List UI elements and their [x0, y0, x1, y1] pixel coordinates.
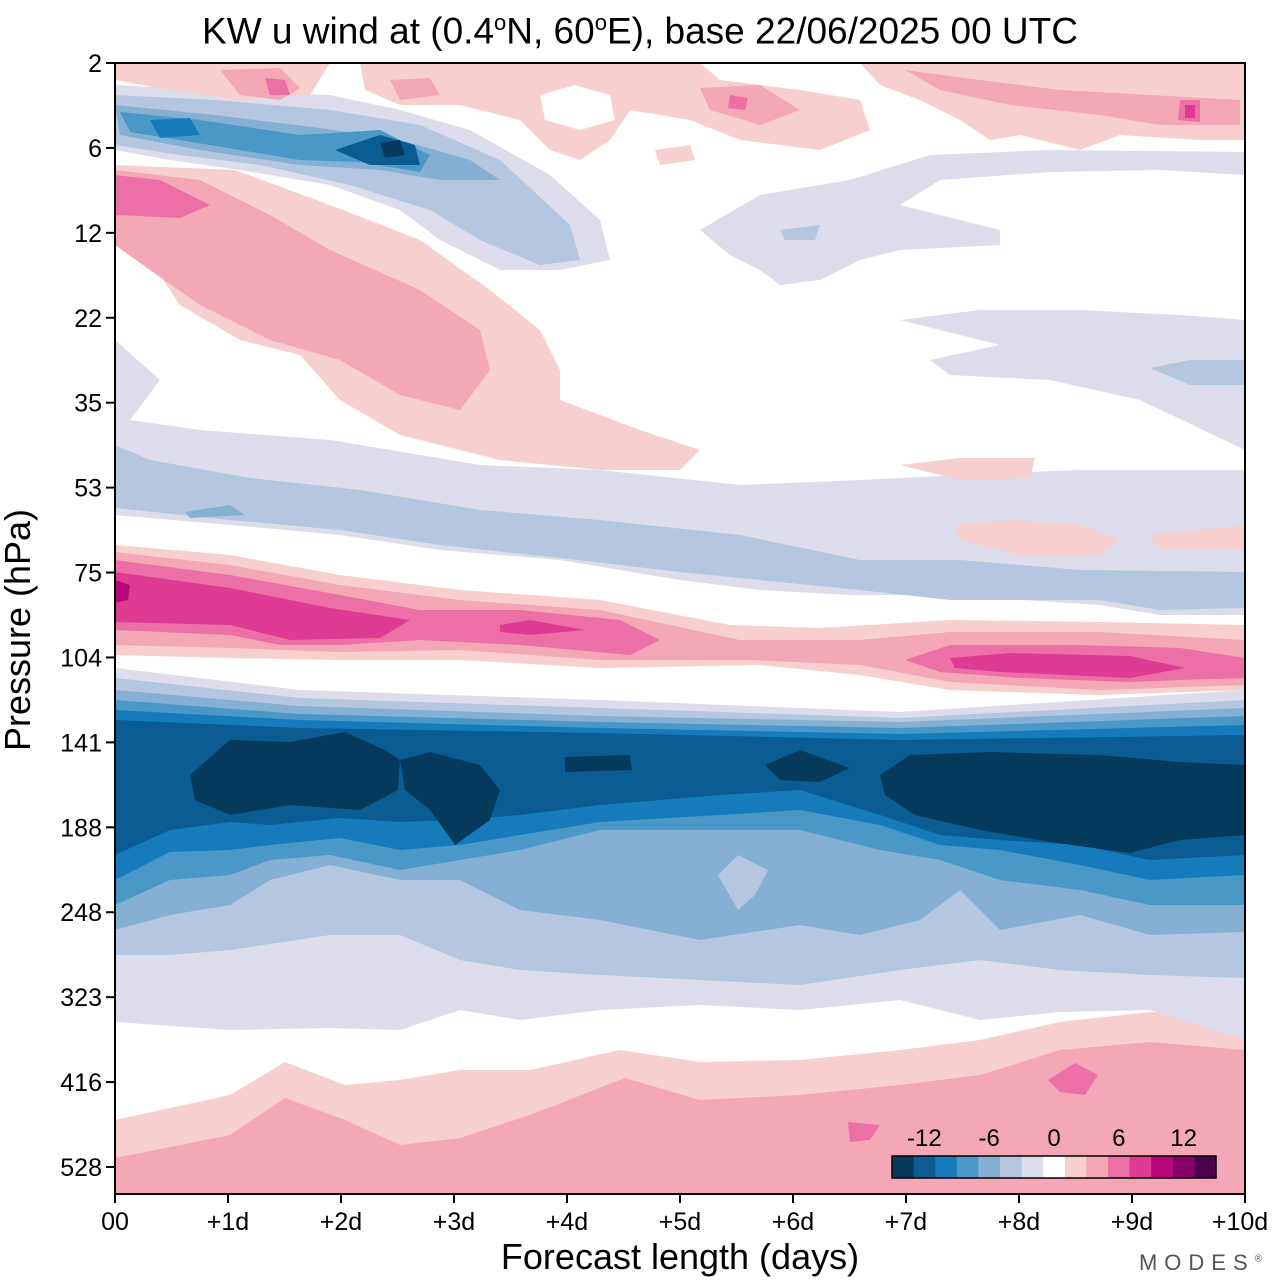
band-top-pos-6	[700, 85, 800, 125]
band-neg-jet-core-3	[565, 755, 632, 772]
band-neg-low-left	[115, 985, 400, 1030]
band-strat-pos-right	[955, 520, 1120, 555]
band-lower-tropo-pos-core2	[848, 1122, 880, 1142]
colorbar-tick-label: 0	[1047, 1125, 1060, 1152]
x-axis: 00 +1d +2d +3d +4d +5d +6d +7d +8d +9d +10d	[101, 1194, 1268, 1236]
band-top-white	[540, 85, 615, 130]
y-tick-label: 416	[60, 1069, 102, 1097]
band-strat-neg-3	[185, 505, 245, 518]
x-tick-label: +4d	[546, 1208, 588, 1236]
band-neg-jet-core-1	[190, 732, 400, 815]
colorbar-swatch	[1151, 1156, 1174, 1178]
y-axis: 2 6 12 22 35 53 75 104 141 188 248 323 416 528	[60, 50, 115, 1182]
colorbar-swatch	[935, 1156, 958, 1178]
chart-title: KW u wind at (0.4oN, 60oE), base 22/06/2…	[202, 10, 1078, 52]
colorbar: -12 -6 0 6 12	[891, 1125, 1217, 1179]
band-top-pos-7	[905, 70, 1240, 125]
x-tick-label: +2d	[320, 1208, 362, 1236]
x-tick-label: +8d	[998, 1208, 1040, 1236]
y-tick-label: 528	[60, 1154, 102, 1182]
band-top-pos-11	[1185, 105, 1195, 118]
y-tick-label: 323	[60, 984, 102, 1012]
colorbar-swatch	[978, 1156, 1001, 1178]
y-tick-label: 12	[74, 220, 102, 248]
band-upper-strat-neg-5	[150, 118, 200, 138]
contour-field	[115, 63, 1245, 1194]
colorbar-swatch	[913, 1156, 936, 1178]
band-right-neg-1	[700, 150, 1245, 285]
band-tropopause-pos-4b	[500, 620, 585, 635]
y-tick-label: 35	[74, 390, 102, 418]
y-axis-label: Pressure (hPa)	[0, 508, 38, 752]
colorbar-swatch	[1108, 1156, 1131, 1178]
band-top-pos-3b	[655, 145, 695, 165]
band-tropopause-pos-4	[115, 572, 410, 640]
x-tick-label: 00	[101, 1208, 129, 1236]
colorbar-swatch	[1194, 1156, 1217, 1178]
x-tick-label: +3d	[433, 1208, 475, 1236]
colorbar-tick-label: -12	[907, 1125, 942, 1152]
colorbar-swatch	[1129, 1156, 1152, 1178]
band-tropopause-pos-5	[115, 580, 130, 603]
band-upper-strat-neg-7	[380, 140, 405, 158]
colorbar-swatch	[1064, 1156, 1087, 1178]
band-strat-pos-right2	[1150, 525, 1245, 550]
band-neg-jet-core-2	[400, 752, 500, 845]
colorbar-swatch	[1000, 1156, 1023, 1178]
colorbar-tick-label: 12	[1170, 1125, 1197, 1152]
band-right-neg-3	[1150, 360, 1245, 385]
band-neg-jet-core-4	[880, 752, 1245, 853]
colorbar-swatch	[1043, 1156, 1066, 1178]
x-tick-label: +10d	[1212, 1208, 1268, 1236]
band-neg-gap	[718, 855, 768, 910]
band-tropopause-pos-4c	[950, 653, 1185, 678]
band-upper-strat-pos-3	[115, 175, 210, 218]
y-tick-label: 6	[88, 135, 102, 163]
x-tick-label: +1d	[207, 1208, 249, 1236]
band-strat-neg-1	[115, 340, 1245, 615]
y-tick-label: 2	[88, 50, 102, 78]
band-top-pos-9	[728, 95, 748, 110]
y-tick-label: 141	[60, 729, 102, 757]
y-tick-label: 53	[74, 475, 102, 503]
band-lower-tropo-pos-core	[1048, 1063, 1098, 1095]
modes-logo: MODES®	[1138, 1250, 1262, 1275]
y-tick-label: 188	[60, 814, 102, 842]
y-tick-label: 104	[60, 644, 102, 672]
band-top-pos-5	[390, 78, 440, 100]
band-neg-jet-core-5	[765, 750, 850, 782]
y-tick-label: 75	[74, 560, 102, 588]
band-top-pos-8	[265, 78, 290, 95]
colorbar-tick-label: -6	[979, 1125, 1000, 1152]
colorbar-swatch	[1021, 1156, 1044, 1178]
band-strat-neg-2	[115, 445, 1245, 610]
x-tick-label: +5d	[659, 1208, 701, 1236]
band-right-neg-4	[780, 225, 820, 240]
x-tick-label: +6d	[772, 1208, 814, 1236]
colorbar-tick-label: 6	[1112, 1125, 1125, 1152]
colorbar-swatch	[1172, 1156, 1195, 1178]
colorbar-swatch	[1086, 1156, 1109, 1178]
colorbar-swatch	[892, 1156, 915, 1178]
band-right-neg-2	[900, 310, 1245, 450]
band-upper-strat-pos-2	[115, 170, 490, 410]
x-tick-label: +9d	[1111, 1208, 1153, 1236]
band-strat-pos-mid	[900, 458, 1035, 480]
y-tick-label: 22	[74, 305, 102, 333]
x-tick-label: +7d	[885, 1208, 927, 1236]
colorbar-frame	[891, 1155, 1217, 1179]
x-axis-label: Forecast length (days)	[500, 1236, 860, 1277]
colorbar-swatch	[956, 1156, 979, 1178]
y-tick-label: 248	[60, 899, 102, 927]
